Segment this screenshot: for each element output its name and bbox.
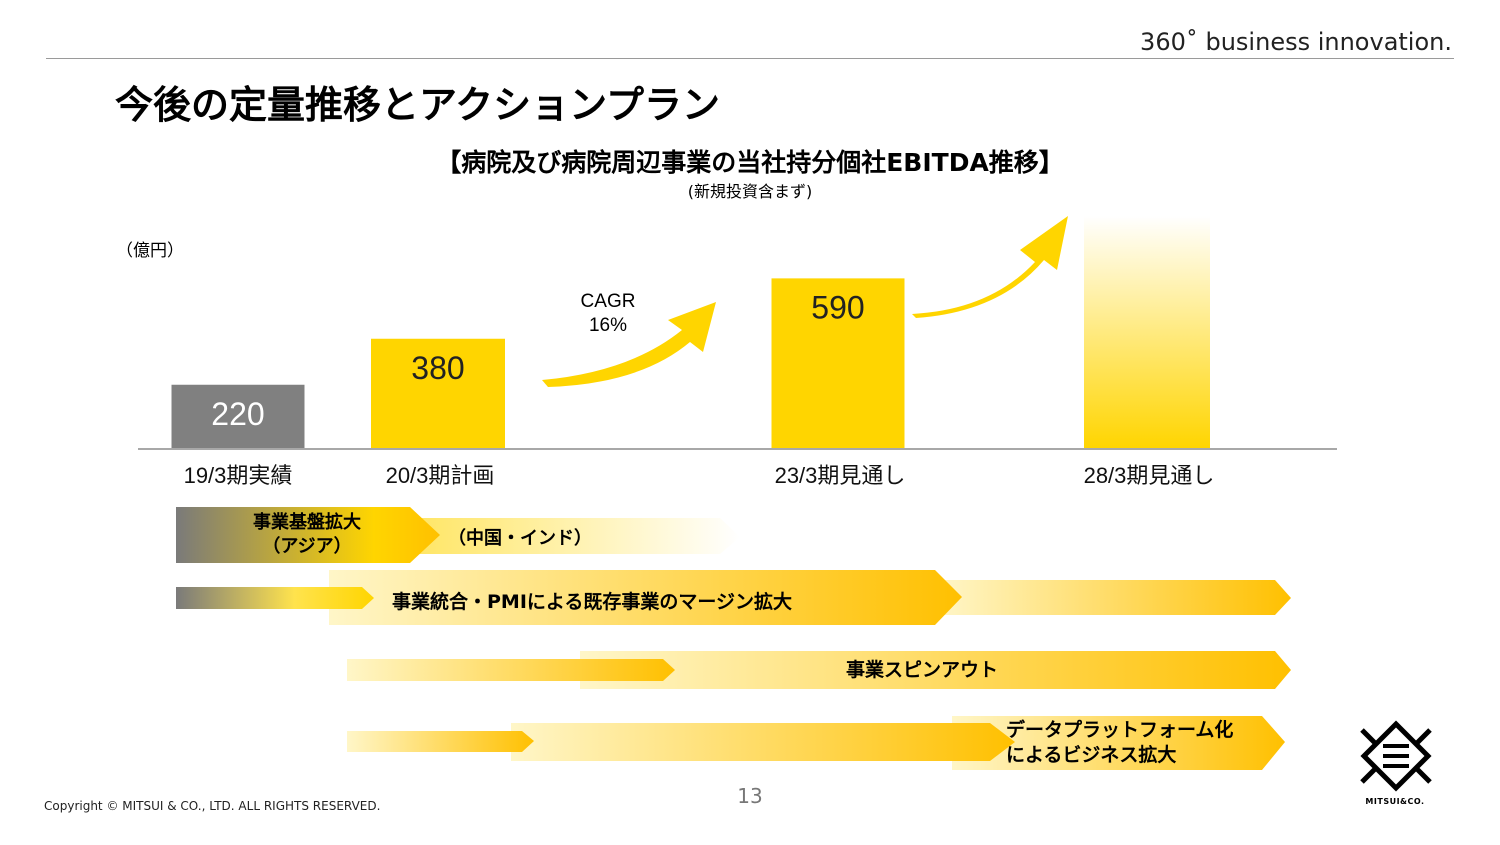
action-label-4: データプラットフォーム化 によるビジネス拡大 xyxy=(1006,719,1234,766)
bar-2 xyxy=(371,338,505,448)
cagr-annotation: CAGR 16% xyxy=(580,291,636,336)
mitsui-logo-icon xyxy=(1360,720,1432,792)
page-number: 13 xyxy=(737,784,763,808)
bar-4 xyxy=(1084,216,1210,448)
action-arrow-3 xyxy=(580,651,1291,689)
category-labels: 19/3期実績 20/3期計画 23/3期見通し 28/3期見通し xyxy=(184,463,1215,488)
action-arrow-2-tail xyxy=(940,580,1291,615)
tagline: 360˚ business innovation. xyxy=(1140,28,1452,56)
chart-title: 【病院及び病院周辺事業の当社持分個社EBITDA推移】 xyxy=(436,148,1064,177)
bar-1 xyxy=(171,384,305,448)
category-label-4: 28/3期見通し xyxy=(1084,463,1215,488)
unit-label: （億円） xyxy=(116,241,184,261)
growth-arrow-1 xyxy=(542,302,716,387)
bars-group: 220 380 590 xyxy=(171,216,1210,448)
action-arrow-4 xyxy=(952,716,1285,770)
action-arrow-2 xyxy=(329,570,962,625)
action-arrow-3-lead xyxy=(347,659,675,681)
action-label-3: 事業スピンアウト xyxy=(846,659,999,681)
action-arrow-4-mid xyxy=(511,723,1015,761)
bar-value-label-1: 220 xyxy=(211,396,264,432)
chart-subtitle: (新規投資含まず) xyxy=(687,182,813,201)
copyright: Copyright © MITSUI & CO., LTD. ALL RIGHT… xyxy=(44,799,381,813)
action-label-1: 事業基盤拡大 （アジア） xyxy=(253,512,361,557)
action-arrow-2-lead xyxy=(176,587,374,609)
page-title: 今後の定量推移とアクションプラン xyxy=(115,83,720,127)
action-arrow-4-lead xyxy=(347,731,534,752)
action-arrow-1-tail xyxy=(405,518,740,554)
action-label-2: 事業統合・PMIによる既存事業のマージン拡大 xyxy=(392,591,792,613)
header-divider xyxy=(46,58,1454,59)
growth-arrow-2 xyxy=(912,216,1068,318)
category-label-2: 20/3期計画 xyxy=(386,463,495,488)
bar-3 xyxy=(771,278,905,448)
bar-value-label-3: 590 xyxy=(811,289,864,325)
action-label-1-sub: （中国・インド） xyxy=(448,528,592,549)
logo-text: MITSUI&CO. xyxy=(1365,797,1425,806)
bar-value-label-2: 380 xyxy=(411,350,464,386)
category-label-1: 19/3期実績 xyxy=(184,463,293,488)
category-label-3: 23/3期見通し xyxy=(775,463,906,488)
action-arrow-1 xyxy=(176,507,440,563)
